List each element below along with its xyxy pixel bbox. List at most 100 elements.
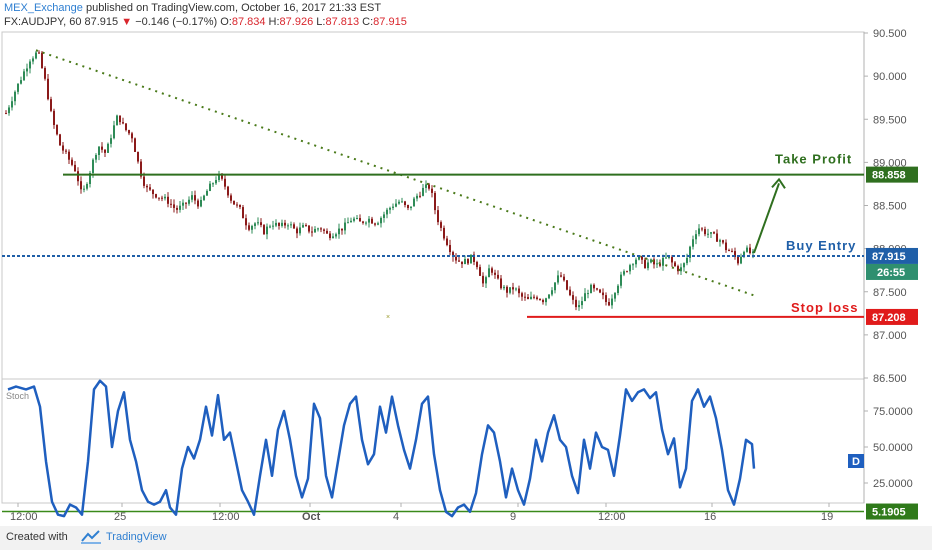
candle-body (239, 204, 241, 208)
tradingview-logo-icon[interactable] (80, 529, 102, 545)
candle-body (242, 207, 244, 219)
candle-body (371, 218, 373, 224)
candle-body (629, 265, 631, 272)
candle-body (272, 225, 274, 227)
stoch-tick-label: 50.0000 (873, 442, 913, 454)
footer-bar: Created with TradingView (0, 526, 932, 550)
candle-body (170, 203, 172, 205)
stoch-level-tag-bg (866, 503, 918, 520)
candle-body (467, 259, 469, 264)
candle-body (494, 272, 496, 275)
candle-body (677, 266, 679, 272)
candle-body (383, 214, 385, 218)
candle-body (485, 277, 487, 284)
candle-body (704, 229, 706, 235)
candle-body (47, 78, 49, 100)
price-tick-label: 88.500 (873, 201, 907, 213)
candle-body (497, 274, 499, 279)
price-tags[interactable]: 88.858 87.915 87.208 26:55 (866, 166, 918, 325)
change-value: −0.146 (−0.17%) (135, 16, 218, 28)
candle-body (428, 184, 430, 189)
published-text: published on TradingView.com, October 16… (85, 2, 382, 14)
candle-body (458, 260, 460, 262)
candle-body (542, 299, 544, 303)
candle-body (266, 226, 268, 235)
candle-body (407, 205, 409, 209)
candle-body (539, 299, 541, 301)
candle-body (290, 224, 292, 226)
candle-body (293, 224, 295, 229)
countdown-timer: 26:55 (877, 267, 905, 279)
candle-body (35, 52, 37, 59)
candle-body (209, 183, 211, 191)
candle-body (662, 257, 664, 266)
price-tick-label: 90.000 (873, 71, 907, 83)
candle-body (149, 187, 151, 190)
candle-body (560, 275, 562, 277)
candle-body (695, 234, 697, 240)
price-tick-label: 90.500 (873, 28, 907, 40)
candle-body (749, 247, 751, 254)
candle-body (161, 197, 163, 199)
time-tick-label: 12:00 (10, 511, 38, 523)
candle-body (185, 202, 187, 204)
candle-body (113, 125, 115, 139)
candle-body (602, 292, 604, 296)
candle-body (104, 149, 106, 153)
time-tick-label: 16 (704, 511, 716, 523)
low-value: 87.813 (325, 16, 360, 28)
candle-body (425, 184, 427, 188)
candle-body (188, 199, 190, 204)
tradingview-brand[interactable]: TradingView (106, 531, 167, 543)
candle-body (71, 159, 73, 165)
candle-body (686, 257, 688, 264)
price-tick-label: 89.000 (873, 157, 907, 169)
candle-body (743, 251, 745, 257)
stoch-axis: 75.0000 50.0000 25.0000 5.1905 D (848, 406, 918, 520)
candle-body (158, 197, 160, 199)
candle-body (608, 302, 610, 306)
candle-body (299, 227, 301, 234)
candle-body (515, 288, 517, 290)
candle-body (473, 254, 475, 263)
candle-body (281, 222, 283, 226)
stoch-line (7, 379, 756, 518)
candle-body (29, 61, 31, 69)
candle-body (692, 239, 694, 247)
candle-body (596, 288, 598, 290)
candle-body (269, 226, 271, 228)
time-tick-label: 12:00 (598, 511, 626, 523)
candle-body (740, 256, 742, 264)
marker-dot: × (386, 314, 390, 321)
candle-body (464, 259, 466, 265)
candle-body (323, 229, 325, 231)
candle-body (521, 293, 523, 297)
symbol-label[interactable]: FX:AUDJPY, 60 (4, 16, 82, 28)
price-axis: 90.50090.00089.50089.00088.50088.00087.5… (864, 28, 907, 385)
candle-body (140, 161, 142, 177)
publisher-link[interactable]: MEX_Exchange (4, 2, 83, 14)
candle-body (545, 298, 547, 303)
low-label: L: (316, 16, 326, 28)
take-profit-price-tag-bg (866, 166, 918, 183)
candle-body (647, 262, 649, 269)
candle-body (719, 240, 721, 242)
candle-body (8, 107, 10, 114)
downtrend-line (35, 49, 757, 298)
candle-body (263, 225, 265, 235)
candle-body (731, 250, 733, 252)
candle-body (713, 232, 715, 234)
candle-body (638, 256, 640, 260)
candle-body (254, 223, 256, 226)
candle-body (683, 263, 685, 268)
chart-canvas: 90.50090.00089.50089.00088.50088.00087.5… (1, 28, 918, 523)
candle-body (308, 225, 310, 232)
candle-body (479, 267, 481, 276)
candle-body (236, 204, 238, 206)
buy-entry-price-tag-bg (866, 247, 918, 264)
take-profit-label: Take Profit (775, 152, 852, 167)
time-tick-label: 4 (393, 511, 399, 523)
stoch-badge: D (852, 456, 860, 468)
candle-body (446, 238, 448, 245)
candle-body (215, 180, 217, 184)
